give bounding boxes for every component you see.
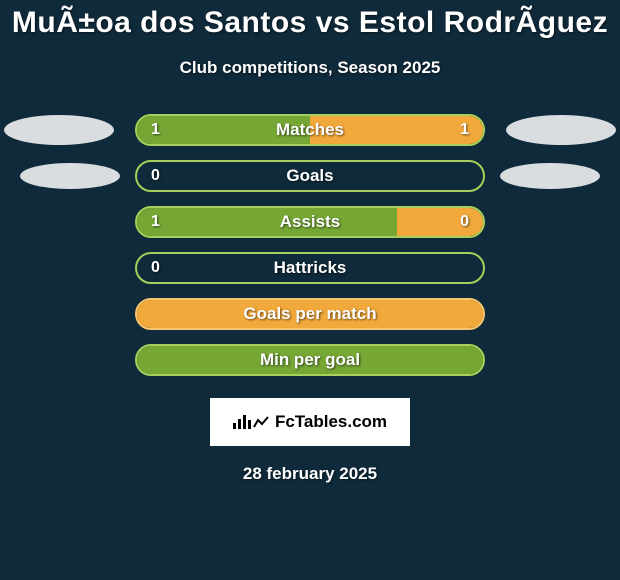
page-title: MuÃ±oa dos Santos vs Estol RodrÃguez <box>0 6 620 40</box>
stat-bar: Goals per match <box>135 298 485 330</box>
logo-box: FcTables.com <box>210 398 410 446</box>
bar-left-fill <box>137 162 483 190</box>
player-left-icon <box>4 115 114 145</box>
player-left-icon <box>20 163 120 189</box>
stat-row: Hattricks0 <box>0 252 620 284</box>
player-right-icon <box>506 115 616 145</box>
stat-rows: Matches11 Goals0 Assists10 Hattricks0 Goals … <box>0 114 620 376</box>
bar-left-fill <box>137 208 397 236</box>
stat-row: Goals0 <box>0 160 620 192</box>
bar-left-fill <box>137 116 310 144</box>
player-right-icon <box>500 163 600 189</box>
line-chart-icon <box>253 415 269 429</box>
stat-bar: Matches11 <box>135 114 485 146</box>
stat-row: Assists10 <box>0 206 620 238</box>
comparison-chart: MuÃ±oa dos Santos vs Estol RodrÃguez Clu… <box>0 0 620 580</box>
bar-chart-icon <box>233 415 251 429</box>
subtitle: Club competitions, Season 2025 <box>0 58 620 78</box>
bar-right-fill <box>397 208 484 236</box>
footer-date: 28 february 2025 <box>0 464 620 484</box>
stat-row: Goals per match <box>0 298 620 330</box>
stat-bar: Hattricks0 <box>135 252 485 284</box>
stat-bar: Assists10 <box>135 206 485 238</box>
bar-right-fill <box>310 116 483 144</box>
stat-row: Matches11 <box>0 114 620 146</box>
stat-row: Min per goal <box>0 344 620 376</box>
bar-left-fill <box>137 254 483 282</box>
bar-left-fill <box>137 300 483 328</box>
bar-left-fill <box>137 346 483 374</box>
stat-bar: Goals0 <box>135 160 485 192</box>
logo-text: FcTables.com <box>275 412 387 432</box>
stat-bar: Min per goal <box>135 344 485 376</box>
